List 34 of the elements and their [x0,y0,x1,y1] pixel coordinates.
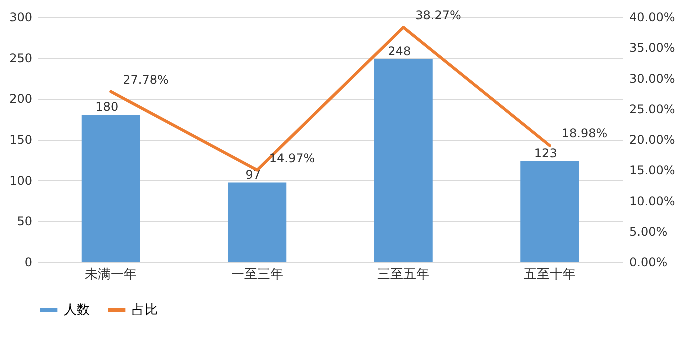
y2-tick-label: 20.00% [630,133,676,147]
x-tick-label: 五至十年 [524,268,576,282]
y-tick-label: 0 [24,256,32,270]
data-label: 27.78% [123,72,169,87]
y2-tick-label: 0.00% [630,256,668,270]
x-tick-label: 未满一年 [85,268,138,282]
y2-tick-label: 25.00% [630,102,676,116]
y2-tick-label: 5.00% [630,224,668,239]
legend-label: 占比 [132,303,158,318]
data-label: 180 [96,100,119,114]
data-label: 14.97% [269,151,316,166]
y2-tick-label: 35.00% [630,41,676,56]
y-tick-label: 200 [10,92,32,106]
bar [228,182,287,262]
bar [82,115,140,262]
y2-tick-label: 15.00% [630,164,676,178]
y2-tick-label: 40.00% [630,10,676,24]
data-label: 18.98% [562,126,608,141]
y2-tick-label: 10.00% [630,194,676,208]
y-tick-label: 250 [10,51,32,66]
data-label: 123 [534,146,558,161]
x-tick-label: 三至五年 [378,268,430,282]
y-tick-label: 50 [17,214,32,229]
y-tick-label: 100 [10,174,32,188]
data-label: 248 [388,44,412,58]
legend-label: 人数 [64,303,90,318]
data-label: 38.27% [416,8,462,23]
y-tick-label: 300 [10,10,32,24]
bar [374,59,433,262]
data-label: 97 [246,168,262,182]
x-tick-label: 一至三年 [231,268,284,282]
bar [520,162,580,262]
y-tick-label: 150 [10,133,32,147]
y2-tick-label: 30.00% [630,72,676,86]
